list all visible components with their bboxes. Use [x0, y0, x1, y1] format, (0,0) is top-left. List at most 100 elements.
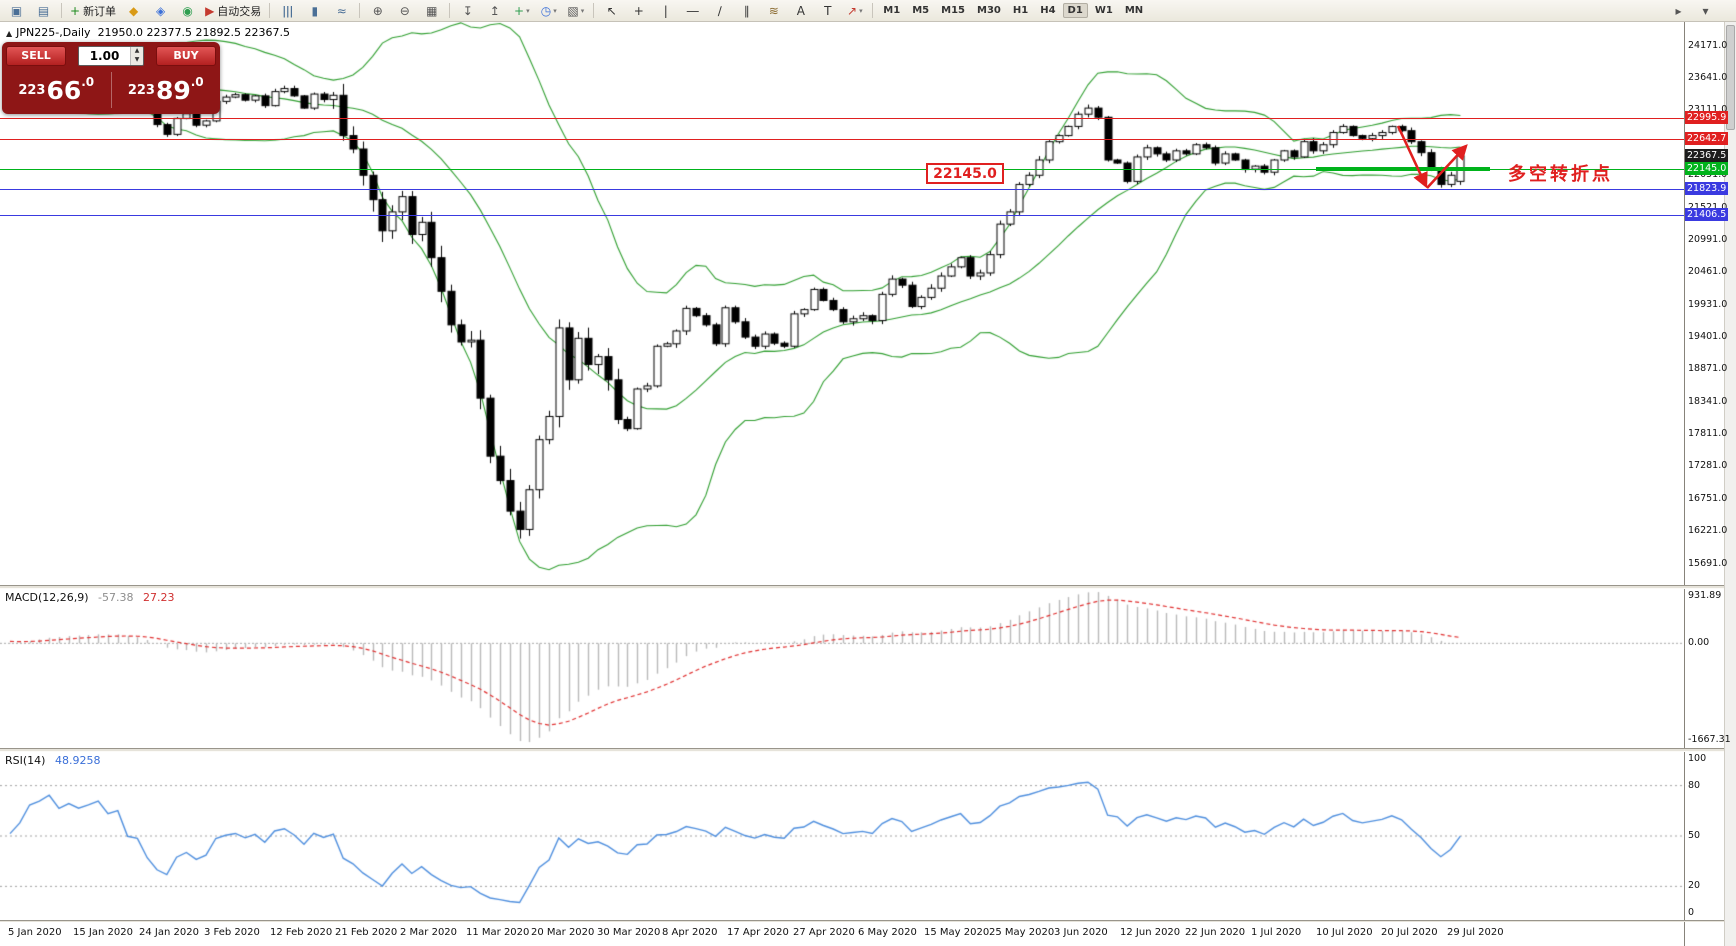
- timeframe-h4[interactable]: H4: [1040, 5, 1056, 16]
- bar-chart-button[interactable]: ǀǀǀ: [275, 1, 300, 21]
- timeframe-h1[interactable]: H1: [1012, 5, 1029, 16]
- date-label: 29 Jul 2020: [1447, 927, 1504, 938]
- current-price-badge: 22367.5: [1685, 149, 1729, 162]
- price-axis-label: 19401.0: [1688, 331, 1728, 342]
- rsi-title: RSI(14): [5, 754, 46, 767]
- date-label: 3 Jun 2020: [1054, 927, 1108, 938]
- macd-axis-label: 931.89: [1688, 590, 1722, 601]
- crosshair-icon: +: [633, 3, 644, 18]
- new-order-button[interactable]: + 新订单: [67, 1, 119, 21]
- price-annotation-box[interactable]: 22145.0: [926, 163, 1004, 184]
- date-label: 8 Apr 2020: [662, 927, 718, 938]
- volume-up-button[interactable]: ▲: [131, 47, 143, 56]
- chart-scroll-toggle-button[interactable]: ▸: [1666, 1, 1691, 21]
- arrows-button[interactable]: ↗ ▾: [842, 1, 867, 21]
- volume-down-button[interactable]: ▼: [131, 56, 143, 65]
- toolbar: ▣ ▤ + 新订单 ◆ ◈ ◉ ▶ 自动交易 ǀǀǀ ▮ ≈ ⊕ ⊖ ▦ ↧ ↥ + ▾ ◷ ▾ ▧ ▾ ↖ + | ― ∕ ∥ ≋ A T ↗…: [0, 0, 1736, 22]
- trendline-button[interactable]: ∕: [707, 1, 732, 21]
- buy-price-head: 223: [127, 82, 155, 98]
- pane-separator-macd[interactable]: [0, 585, 1724, 589]
- auto-trading-button[interactable]: ▶ 自动交易: [202, 1, 264, 21]
- vertical-line-button[interactable]: |: [653, 1, 678, 21]
- data-window-button[interactable]: ◈: [148, 1, 173, 21]
- fibonacci-button[interactable]: ≋: [761, 1, 786, 21]
- vertical-scrollbar[interactable]: [1724, 22, 1736, 946]
- text-button[interactable]: A: [788, 1, 813, 21]
- price-annotation-text: 22145.0: [933, 165, 997, 182]
- navigator-button[interactable]: ◉: [175, 1, 200, 21]
- horizontal-line-22145.0[interactable]: [0, 169, 1684, 170]
- timeframe-d1[interactable]: D1: [1062, 3, 1088, 18]
- timeframe-w1[interactable]: W1: [1094, 5, 1113, 16]
- sell-price[interactable]: 223 66 .0: [2, 68, 111, 112]
- chart-shift-toggle-button[interactable]: ▾: [1693, 1, 1718, 21]
- time-axis[interactable]: 5 Jan 2020 15 Jan 2020 24 Jan 2020 3 Feb 20…: [0, 922, 1684, 946]
- date-label: 20 Mar 2020: [531, 927, 595, 938]
- text-icon: A: [796, 3, 805, 18]
- scrollbar-thumb[interactable]: [1726, 25, 1735, 130]
- buy-price[interactable]: 223 89 .0: [112, 68, 221, 112]
- date-label: 12 Jun 2020: [1120, 927, 1181, 938]
- channel-button[interactable]: ∥: [734, 1, 759, 21]
- templates-button[interactable]: ▧ ▾: [563, 1, 588, 21]
- price-chart-canvas[interactable]: [0, 22, 1684, 585]
- oct-toggle-button[interactable]: ▲: [6, 29, 13, 38]
- buy-price-frac: .0: [190, 75, 204, 89]
- rsi-axis-label: 0: [1688, 907, 1695, 918]
- price-axis-label: 21521.0: [1688, 202, 1727, 213]
- symbol-ohlc-line: ▲ JPN225-,Daily 21950.0 22377.5 21892.5 22…: [6, 26, 290, 39]
- trade-panel-prices: 223 66 .0 223 89 .0: [2, 68, 220, 112]
- market-watch-button[interactable]: ◆: [121, 1, 146, 21]
- pane-separator-rsi[interactable]: [0, 748, 1724, 752]
- toolbar-separator: [872, 3, 874, 18]
- price-axis[interactable]: [1684, 22, 1724, 946]
- horizontal-line-22642.7[interactable]: [0, 139, 1684, 140]
- crosshair-button[interactable]: +: [626, 1, 651, 21]
- timeframe-m1[interactable]: M1: [883, 5, 901, 16]
- timeframe-mn[interactable]: MN: [1124, 5, 1144, 16]
- add-indicator-button[interactable]: + ▾: [509, 1, 534, 21]
- rsi-pane-canvas[interactable]: [0, 752, 1684, 920]
- cursor-icon: ↖: [606, 3, 617, 18]
- volume-input[interactable]: [79, 47, 130, 65]
- symbol-name: JPN225-,Daily: [16, 26, 91, 39]
- text-label-icon: T: [824, 3, 832, 18]
- horizontal-line-21823.9[interactable]: [0, 189, 1684, 190]
- date-label: 20 Jul 2020: [1381, 927, 1438, 938]
- turning-point-annotation[interactable]: 多空转折点: [1508, 164, 1613, 185]
- timeframe-m15[interactable]: M15: [941, 5, 966, 16]
- time-axis-separator: [0, 920, 1724, 922]
- price-axis-label: 23641.0: [1688, 72, 1728, 83]
- rsi-indicator-label: RSI(14) 48.9258: [5, 754, 100, 767]
- zoom-in-button[interactable]: ⊕: [365, 1, 390, 21]
- up-arrow[interactable]: [1426, 144, 1468, 189]
- macd-pane-canvas[interactable]: [0, 589, 1684, 748]
- cursor-button[interactable]: ↖: [599, 1, 624, 21]
- horizontal-line-22995.9[interactable]: [0, 118, 1684, 119]
- text-label-button[interactable]: T: [815, 1, 840, 21]
- market-watch-icon: ◆: [128, 3, 139, 18]
- horizontal-line-21406.5[interactable]: [0, 215, 1684, 216]
- timeframe-m30[interactable]: M30: [977, 5, 1001, 16]
- new-chart-button[interactable]: ▣: [4, 1, 29, 21]
- indicators-button[interactable]: ↧: [455, 1, 480, 21]
- price-badge-21406.5: 21406.5: [1685, 208, 1729, 221]
- profiles-button[interactable]: ▤: [31, 1, 56, 21]
- price-axis-label: 16221.0: [1688, 525, 1728, 536]
- timeframe-m5[interactable]: M5: [912, 5, 930, 16]
- trend-arrows[interactable]: [1380, 112, 1490, 212]
- line-chart-button[interactable]: ≈: [329, 1, 354, 21]
- macd-axis-label: -1667.31: [1688, 734, 1731, 745]
- price-badge-22995.9: 22995.9: [1685, 111, 1729, 124]
- support-line-segment[interactable]: [1316, 167, 1490, 171]
- periods-button[interactable]: ◷ ▾: [536, 1, 561, 21]
- tile-windows-button[interactable]: ▦: [419, 1, 444, 21]
- candlestick-chart-button[interactable]: ▮: [302, 1, 327, 21]
- sell-button[interactable]: SELL: [6, 46, 66, 66]
- price-axis-label: 16751.0: [1688, 493, 1728, 504]
- objects-list-button[interactable]: ↥: [482, 1, 507, 21]
- down-arrow[interactable]: [1396, 125, 1428, 189]
- horizontal-line-button[interactable]: ―: [680, 1, 705, 21]
- buy-button[interactable]: BUY: [156, 46, 216, 66]
- zoom-out-button[interactable]: ⊖: [392, 1, 417, 21]
